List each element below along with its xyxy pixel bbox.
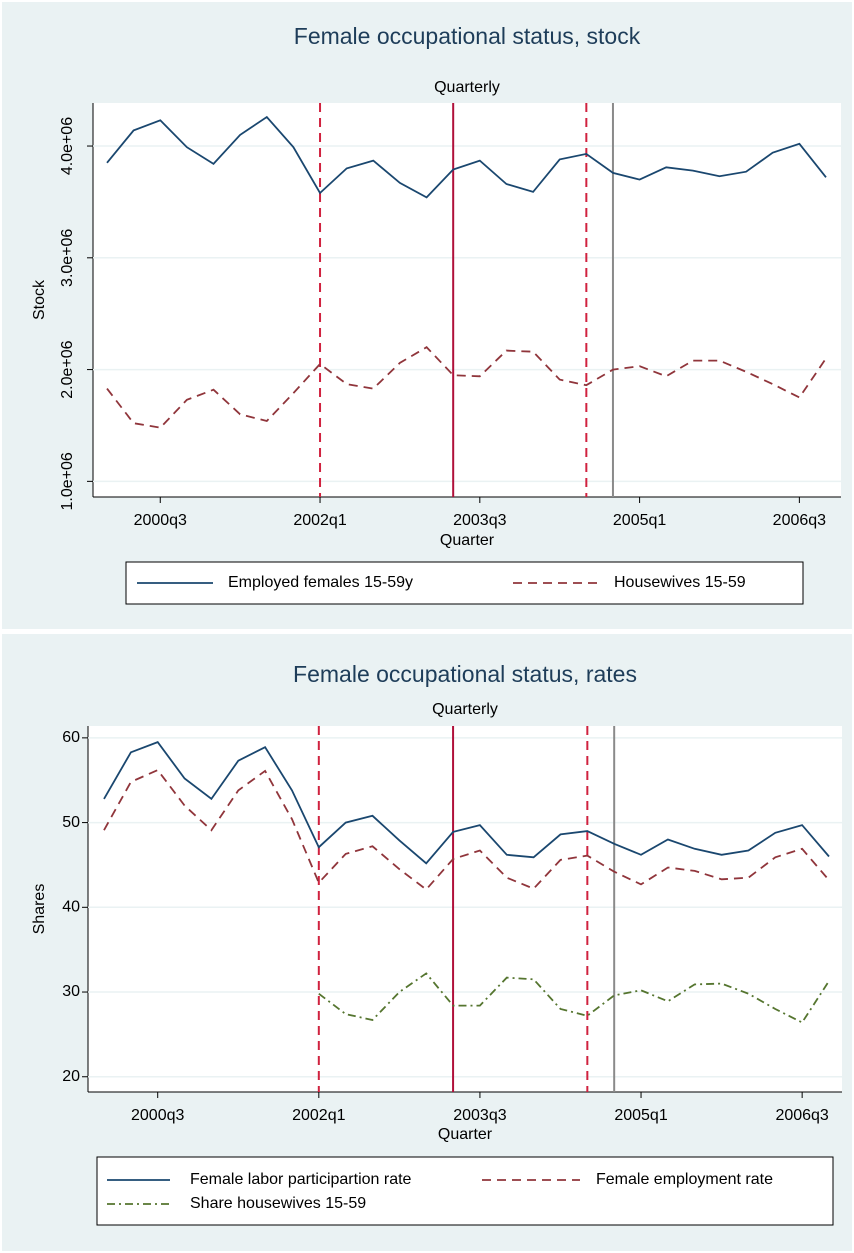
x-tick-label: 2003q3: [453, 1107, 506, 1124]
plot-area: [88, 726, 842, 1092]
x-axis-title: Quarter: [440, 532, 495, 549]
y-tick-label: 60: [62, 729, 80, 746]
legend-label: Housewives 15-59: [614, 574, 746, 591]
x-tick-label: 2000q3: [131, 1107, 184, 1124]
x-tick-label: 2005q1: [614, 1107, 667, 1124]
legend-label: Share housewives 15-59: [190, 1195, 366, 1212]
series-line: [103, 741, 830, 865]
x-tick-label: 2002q1: [292, 1107, 345, 1124]
chart-title: Female occupational status, stock: [294, 23, 641, 49]
series-line: [106, 346, 827, 429]
series-line: [106, 115, 827, 199]
chart-title: Female occupational status, rates: [293, 661, 637, 687]
x-tick-label: 2000q3: [134, 512, 187, 529]
legend-box: [125, 561, 804, 605]
x-tick-label: 2006q3: [775, 1107, 828, 1124]
plot-area: [93, 103, 841, 497]
y-tick-label: 3.0e+06: [59, 229, 76, 287]
chart-subtitle: Quarterly: [432, 701, 498, 718]
x-tick-label: 2003q3: [453, 512, 506, 529]
y-tick-label: 1.0e+06: [59, 452, 76, 510]
y-tick-label: 20: [62, 1068, 80, 1085]
x-tick-label: 2005q1: [613, 512, 666, 529]
x-tick-label: 2006q3: [773, 512, 826, 529]
series-line: [318, 972, 830, 1024]
y-axis-title: Shares: [31, 884, 48, 935]
y-tick-label: 4.0e+06: [59, 117, 76, 175]
y-tick-label: 30: [62, 983, 80, 1000]
y-tick-label: 2.0e+06: [59, 340, 76, 398]
series-line: [103, 768, 830, 891]
y-tick-label: 50: [62, 814, 80, 831]
x-axis-title: Quarter: [438, 1126, 493, 1143]
y-tick-label: 40: [62, 899, 80, 916]
x-tick-label: 2002q1: [293, 512, 346, 529]
chart-subtitle: Quarterly: [434, 79, 500, 96]
legend-box: [96, 1156, 834, 1226]
legend-label: Employed females 15-59y: [228, 574, 413, 591]
y-axis-title: Stock: [31, 279, 48, 320]
legend-label: Female employment rate: [596, 1171, 773, 1188]
legend-label: Female labor participartion rate: [190, 1171, 412, 1188]
